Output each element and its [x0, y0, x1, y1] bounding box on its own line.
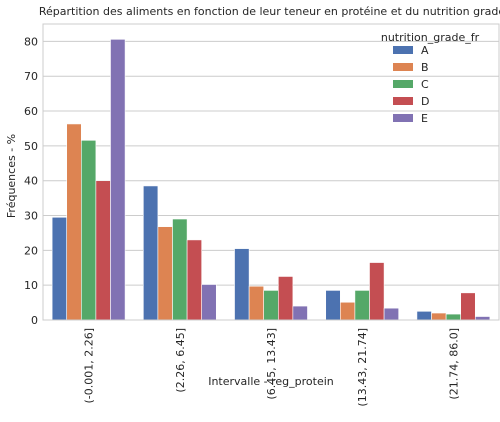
chart-title: Répartition des aliments en fonction de …	[39, 5, 500, 18]
bars	[51, 39, 491, 321]
bar-B-0	[66, 123, 82, 321]
x-tick-label: (13.43, 21.74]	[356, 328, 369, 407]
y-tick-label: 70	[24, 70, 38, 83]
bar-C-1	[172, 218, 188, 321]
x-tick-label: (6.45, 13.43]	[265, 328, 278, 400]
axes: 0 10 20 30 40 50 60 70 80 (-0.001, 2.26] (2.26, 6.…	[24, 23, 500, 407]
legend-swatch-C	[393, 80, 413, 88]
bar-A-4	[416, 310, 432, 321]
bar-B-2	[248, 285, 265, 321]
bar-C-2	[263, 290, 279, 321]
legend-label: D	[421, 95, 429, 108]
bar-C-3	[354, 290, 370, 321]
bar-D-2	[277, 276, 294, 321]
legend-label: B	[421, 61, 429, 74]
bar-D-1	[186, 239, 202, 321]
x-tick-label: (21.74, 86.0]	[447, 328, 460, 400]
plot-frame	[42, 23, 500, 321]
y-tick-label: 60	[24, 105, 38, 118]
bar-B-3	[340, 301, 356, 321]
bar-B-4	[431, 312, 447, 321]
y-axis-label: Fréquences - %	[5, 134, 18, 218]
bar-C-0	[81, 140, 97, 321]
bar-B-1	[157, 226, 173, 321]
y-tick-label: 20	[24, 244, 38, 257]
y-tick-label: 50	[24, 140, 38, 153]
bar-E-4	[474, 316, 491, 321]
x-axis-label: Intervalle - reg_protein	[208, 375, 334, 388]
bar-D-4	[460, 292, 476, 321]
bar-E-2	[292, 305, 308, 321]
x-tick-label: (-0.001, 2.26]	[83, 328, 96, 404]
y-tick-label: 0	[31, 314, 38, 327]
legend-swatch-D	[393, 97, 413, 105]
bar-C-4	[445, 313, 461, 321]
bar-A-0	[51, 216, 68, 321]
x-tick-label: (2.26, 6.45]	[174, 328, 187, 393]
bar-D-3	[369, 262, 385, 321]
y-tick-label: 10	[24, 279, 38, 292]
legend-swatch-B	[393, 63, 413, 71]
y-tick-label: 30	[24, 210, 38, 223]
y-tick-label: 40	[24, 175, 38, 188]
legend-label: E	[421, 112, 428, 125]
bar-A-3	[325, 290, 341, 321]
bar-D-0	[95, 180, 111, 321]
bar-E-3	[383, 307, 399, 321]
bar-A-1	[143, 185, 159, 321]
y-tick-label: 80	[24, 35, 38, 48]
legend-swatch-E	[393, 114, 413, 122]
legend-swatch-A	[393, 46, 413, 54]
legend-label: A	[421, 44, 429, 57]
bar-E-1	[201, 284, 217, 321]
bar-E-0	[110, 39, 126, 321]
legend-title: nutrition_grade_fr	[381, 31, 480, 44]
legend-label: C	[421, 78, 429, 91]
bar-A-2	[234, 248, 250, 321]
